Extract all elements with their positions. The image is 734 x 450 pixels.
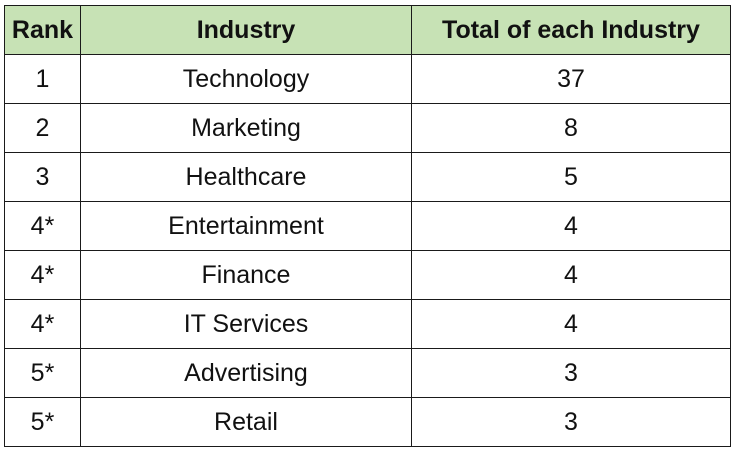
cell-industry: IT Services xyxy=(80,299,412,349)
cell-industry: Advertising xyxy=(80,348,412,398)
cell-rank: 5* xyxy=(4,348,81,398)
table-row: 5* Retail 3 xyxy=(4,397,731,447)
cell-rank: 2 xyxy=(4,103,81,153)
table-row: 4* Entertainment 4 xyxy=(4,201,731,251)
header-rank: Rank xyxy=(4,5,81,55)
cell-total: 8 xyxy=(411,103,731,153)
header-row: Rank Industry Total of each Industry xyxy=(4,5,731,55)
header-industry: Industry xyxy=(80,5,412,55)
table-row: 2 Marketing 8 xyxy=(4,103,731,153)
cell-industry: Finance xyxy=(80,250,412,300)
table-row: 3 Healthcare 5 xyxy=(4,152,731,202)
cell-total: 4 xyxy=(411,250,731,300)
cell-total: 3 xyxy=(411,397,731,447)
industry-ranking-table: Rank Industry Total of each Industry 1 T… xyxy=(4,5,731,447)
cell-rank: 5* xyxy=(4,397,81,447)
cell-total: 37 xyxy=(411,54,731,104)
table-row: 4* IT Services 4 xyxy=(4,299,731,349)
cell-rank: 4* xyxy=(4,201,81,251)
header-total: Total of each Industry xyxy=(411,5,731,55)
cell-industry: Retail xyxy=(80,397,412,447)
cell-rank: 1 xyxy=(4,54,81,104)
cell-total: 5 xyxy=(411,152,731,202)
cell-rank: 4* xyxy=(4,299,81,349)
cell-industry: Marketing xyxy=(80,103,412,153)
cell-total: 4 xyxy=(411,201,731,251)
table-body: 1 Technology 37 2 Marketing 8 3 Healthca… xyxy=(4,54,731,447)
table-row: 5* Advertising 3 xyxy=(4,348,731,398)
cell-industry: Entertainment xyxy=(80,201,412,251)
cell-total: 3 xyxy=(411,348,731,398)
table-header: Rank Industry Total of each Industry xyxy=(4,5,731,55)
table-row: 1 Technology 37 xyxy=(4,54,731,104)
cell-total: 4 xyxy=(411,299,731,349)
cell-industry: Technology xyxy=(80,54,412,104)
cell-industry: Healthcare xyxy=(80,152,412,202)
cell-rank: 3 xyxy=(4,152,81,202)
cell-rank: 4* xyxy=(4,250,81,300)
table-row: 4* Finance 4 xyxy=(4,250,731,300)
